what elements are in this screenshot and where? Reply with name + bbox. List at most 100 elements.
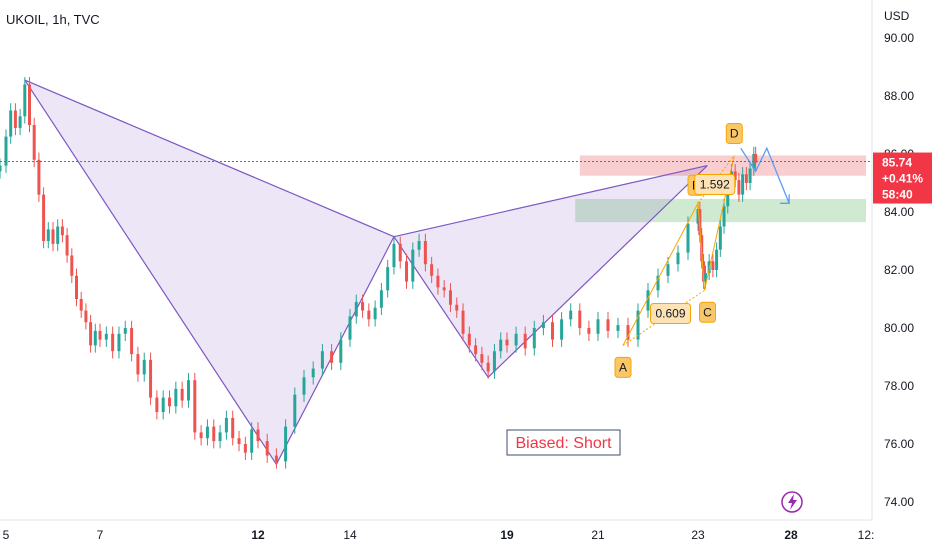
ratio-label: 0.609 <box>655 307 685 321</box>
candle-body <box>212 426 216 442</box>
candle-body <box>373 307 377 320</box>
candle-body <box>130 328 134 355</box>
projection-line <box>740 146 790 204</box>
candle-body <box>455 304 459 311</box>
candle-body <box>726 185 730 207</box>
candle-body <box>696 209 700 224</box>
candle-body <box>231 417 235 439</box>
candle-body <box>199 432 203 439</box>
candle-body <box>467 333 471 346</box>
candle-body <box>256 429 260 442</box>
candle-body <box>348 316 352 340</box>
y-tick-label: 84.00 <box>884 205 914 219</box>
candle-body <box>423 241 427 265</box>
last-price-value: 85.74 <box>882 156 912 170</box>
candle-body <box>149 359 153 398</box>
lightning-icon[interactable] <box>781 491 803 513</box>
candle-body <box>339 339 343 363</box>
candle-body <box>174 388 178 407</box>
candle-body <box>532 328 536 349</box>
candle-body <box>636 310 640 340</box>
candle-body <box>392 243 396 268</box>
candle-body <box>250 429 254 453</box>
candle-body <box>180 388 184 401</box>
candle-body <box>9 110 13 137</box>
x-tick-label: 28 <box>784 528 798 542</box>
x-tick-label: 12 <box>251 528 265 542</box>
last-price-box <box>873 152 932 204</box>
candle-body <box>218 432 222 442</box>
candle-body <box>274 455 278 462</box>
candle-body <box>715 249 719 270</box>
candle-body <box>474 345 478 355</box>
candle-body <box>60 226 64 236</box>
price-axis[interactable]: USD90.0088.0086.0084.0082.0080.0078.0076… <box>873 9 932 509</box>
candle-body <box>111 333 115 352</box>
candle-body <box>442 287 446 291</box>
candle-body <box>37 159 41 195</box>
candle-body <box>224 417 228 433</box>
candle-body <box>186 380 190 401</box>
candle-body <box>666 264 670 276</box>
candle-body <box>330 351 334 363</box>
candle-body <box>737 180 741 195</box>
candle-body <box>18 116 22 128</box>
x-tick-label: 7 <box>97 528 104 542</box>
candle-body <box>193 380 197 433</box>
candle-body <box>703 272 707 282</box>
candle-body <box>492 351 496 372</box>
chart-title: UKOIL, 1h, TVC <box>6 12 100 27</box>
zone-support <box>575 198 866 223</box>
candle-body <box>46 229 50 241</box>
time-axis[interactable]: 5 7 12 14 19 21 23 28 12: <box>3 528 875 542</box>
candle-body <box>686 223 690 253</box>
candle-body <box>448 290 452 305</box>
candle-body <box>98 330 102 340</box>
candle-body <box>155 397 159 413</box>
candle-body <box>13 110 17 128</box>
pattern-fill-1 <box>24 80 394 465</box>
zones <box>575 155 866 223</box>
abcd-label-A: A <box>619 360 627 374</box>
candle-body <box>311 368 315 378</box>
bias-annotation: Biased: Short <box>506 429 621 456</box>
abcd-label-box-A <box>614 356 632 378</box>
abcd-label-box-C <box>699 301 717 323</box>
candle-body <box>711 261 715 270</box>
zone-resistance <box>579 155 866 176</box>
candle-body <box>354 301 358 317</box>
abcd-label-D: D <box>730 126 739 140</box>
last-price-countdown: 58:40 <box>882 188 913 202</box>
candle-body <box>386 267 390 291</box>
candle-body <box>237 438 241 444</box>
candle-body <box>411 249 415 282</box>
candle-body <box>722 206 726 227</box>
projection-arrowhead <box>780 194 790 204</box>
harmonic-pattern <box>24 79 708 466</box>
currency-label: USD <box>884 9 910 23</box>
x-tick-label: 12: <box>858 528 875 542</box>
y-tick-label: 88.00 <box>884 89 914 103</box>
candle-body <box>56 226 60 244</box>
candle-body <box>284 426 288 462</box>
ratio-box <box>650 303 691 324</box>
candle-body <box>93 330 97 346</box>
y-tick-label: 90.00 <box>884 31 914 45</box>
abcd-legs <box>622 155 735 346</box>
candle-body <box>79 299 83 311</box>
abcd-label-box-D <box>725 122 743 144</box>
y-tick-label: 80.00 <box>884 321 914 335</box>
candle-body <box>754 154 758 163</box>
y-tick-label: 82.00 <box>884 263 914 277</box>
candle-body <box>718 226 722 250</box>
y-tick-label: 78.00 <box>884 379 914 393</box>
candle-body <box>161 397 165 413</box>
candle-body <box>320 351 324 369</box>
candle-body <box>646 290 650 311</box>
candle-body <box>461 310 465 334</box>
candle-body <box>23 84 27 117</box>
candle-body <box>65 235 69 256</box>
candle-body <box>302 377 306 395</box>
candle-body <box>28 84 31 125</box>
